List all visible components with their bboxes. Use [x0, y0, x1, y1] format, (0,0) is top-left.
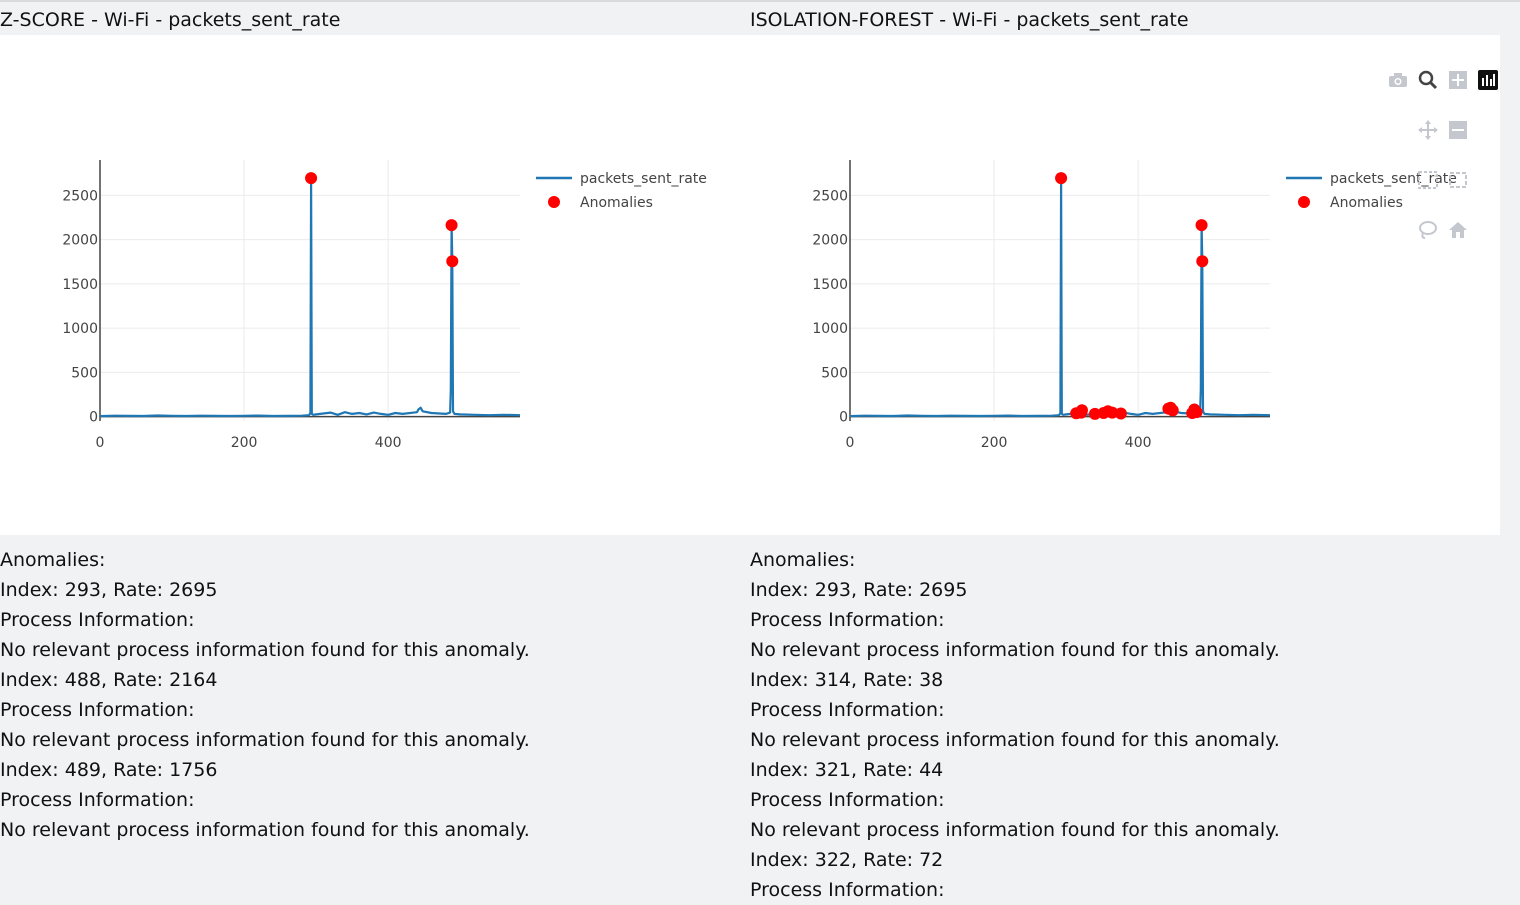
- lasso-icon[interactable]: [1446, 168, 1470, 192]
- anomaly-line: Index: 293, Rate: 2695: [0, 579, 218, 601]
- y-tick-label: 1000: [812, 321, 848, 337]
- anomaly-line: Process Information:: [0, 609, 195, 631]
- anomaly-line: Process Information:: [750, 879, 945, 901]
- legend-label: Anomalies: [1330, 195, 1403, 211]
- zoom-out-icon[interactable]: [1446, 118, 1470, 142]
- anomaly-point: [1088, 407, 1101, 420]
- chart-isolation-forest[interactable]: 0 200 400 0 500 1000 1500 2000 2500 packets_sent_…: [750, 35, 1490, 535]
- y-tick-label: 0: [839, 410, 848, 426]
- anomaly-point: [305, 172, 318, 185]
- panel-title-zscore: Z-SCORE - Wi-Fi - packets_sent_rate: [0, 9, 341, 31]
- anomaly-line: No relevant process information found fo…: [0, 639, 530, 661]
- anomaly-line: Index: 321, Rate: 44: [750, 759, 944, 781]
- y-tick-label: 1500: [812, 277, 848, 293]
- legend: packets_sent_rate Anomalies: [1286, 171, 1457, 211]
- legend-marker-swatch: [548, 196, 560, 208]
- anomaly-line: No relevant process information found fo…: [750, 819, 1280, 841]
- y-tick-label: 1000: [62, 321, 98, 337]
- legend: packets_sent_rate Anomalies: [536, 171, 707, 211]
- anomaly-point: [1075, 404, 1088, 417]
- pan-icon[interactable]: [1416, 118, 1440, 142]
- anomaly-point: [1106, 406, 1119, 419]
- anomaly-point: [1195, 219, 1208, 232]
- x-tick-label: 200: [231, 435, 258, 451]
- chart-zscore[interactable]: 0 200 400 0 500 1000 1500 2000 2500 packets_sent_…: [0, 35, 740, 535]
- y-tick-label: 0: [89, 410, 98, 426]
- lasso-select-icon[interactable]: [1416, 218, 1440, 242]
- series-line-packets-sent-rate: [99, 177, 521, 418]
- anomaly-point: [1196, 255, 1209, 268]
- zoom-icon[interactable]: [1416, 68, 1440, 92]
- anomaly-line: Index: 488, Rate: 2164: [0, 669, 218, 691]
- anomaly-line: No relevant process information found fo…: [750, 729, 1280, 751]
- anomaly-line: Index: 322, Rate: 72: [750, 849, 944, 871]
- y-tick-label: 2500: [62, 188, 98, 204]
- anomaly-line: Process Information:: [750, 609, 945, 631]
- y-tick-label: 2000: [62, 233, 98, 249]
- x-tick-label: 400: [375, 435, 402, 451]
- anomalies-header: Anomalies:: [0, 549, 106, 571]
- modebar: [1380, 60, 1500, 260]
- plot-area: [0, 35, 1500, 535]
- autoscale-icon[interactable]: [1476, 68, 1500, 92]
- anomaly-line: No relevant process information found fo…: [0, 819, 530, 841]
- y-tick-label: 500: [71, 365, 98, 381]
- anomaly-line: No relevant process information found fo…: [0, 729, 530, 751]
- anomaly-point: [1055, 172, 1068, 185]
- legend-label: Anomalies: [580, 195, 653, 211]
- anomaly-line: Index: 293, Rate: 2695: [750, 579, 968, 601]
- anomaly-point: [446, 255, 459, 268]
- y-tick-label: 2500: [812, 188, 848, 204]
- anomaly-point: [445, 219, 458, 232]
- zoom-in-icon[interactable]: [1446, 68, 1470, 92]
- anomaly-point: [1114, 407, 1127, 420]
- camera-icon[interactable]: [1386, 68, 1410, 92]
- x-tick-label: 200: [981, 435, 1008, 451]
- anomalies-list-isolation-forest: Anomalies: Index: 293, Rate: 2695 Proces…: [750, 545, 1280, 905]
- x-tick-label: 0: [846, 435, 855, 451]
- anomalies-header: Anomalies:: [750, 549, 856, 571]
- legend-label: packets_sent_rate: [1330, 171, 1457, 187]
- x-tick-label: 0: [96, 435, 105, 451]
- anomalies-list-zscore: Anomalies: Index: 293, Rate: 2695 Proces…: [0, 545, 530, 845]
- y-tick-label: 1500: [62, 277, 98, 293]
- anomaly-point: [1166, 404, 1179, 417]
- home-icon[interactable]: [1446, 218, 1470, 242]
- panel-title-isolation-forest: ISOLATION-FOREST - Wi-Fi - packets_sent_…: [750, 9, 1189, 31]
- anomaly-line: Process Information:: [0, 699, 195, 721]
- top-border: [0, 0, 1520, 2]
- series-line-packets-sent-rate: [849, 177, 1271, 418]
- anomaly-point: [1190, 406, 1203, 419]
- anomaly-line: Index: 314, Rate: 38: [750, 669, 944, 691]
- y-tick-label: 2000: [812, 233, 848, 249]
- anomaly-line: Process Information:: [0, 789, 195, 811]
- legend-marker-swatch: [1298, 196, 1310, 208]
- legend-label: packets_sent_rate: [580, 171, 707, 187]
- anomaly-line: No relevant process information found fo…: [750, 639, 1280, 661]
- x-tick-label: 400: [1125, 435, 1152, 451]
- anomaly-line: Process Information:: [750, 699, 945, 721]
- y-tick-label: 500: [821, 365, 848, 381]
- box-select-icon[interactable]: [1416, 168, 1440, 192]
- anomaly-line: Index: 489, Rate: 1756: [0, 759, 218, 781]
- anomaly-line: Process Information:: [750, 789, 945, 811]
